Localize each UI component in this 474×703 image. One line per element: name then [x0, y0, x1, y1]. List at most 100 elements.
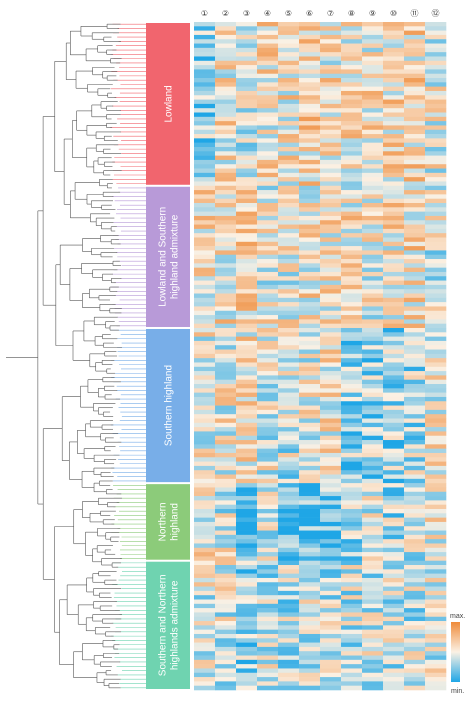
heatmap-cell — [194, 422, 216, 428]
heatmap-cell — [236, 52, 258, 57]
heatmap-cell — [278, 371, 300, 376]
heatmap-cell — [215, 315, 237, 320]
heatmap-cell — [341, 677, 363, 682]
heatmap-cell — [341, 280, 363, 286]
heatmap-cell — [299, 43, 321, 49]
heatmap-cell — [404, 159, 426, 165]
heatmap-cell — [425, 26, 447, 31]
heatmap-cell — [404, 681, 426, 686]
heatmap-cell — [236, 401, 258, 406]
heatmap-cell — [236, 431, 258, 437]
heatmap-cell — [215, 496, 237, 501]
heatmap-cell — [425, 590, 447, 596]
heatmap-cell — [215, 539, 237, 544]
heatmap-cell — [299, 103, 321, 109]
heatmap-cell — [236, 638, 258, 643]
heatmap-cell — [236, 142, 258, 148]
heatmap-cell — [425, 151, 447, 156]
heatmap-cell — [278, 621, 300, 626]
heatmap-cell — [278, 599, 300, 605]
heatmap-cell — [194, 60, 216, 66]
heatmap-cell — [425, 470, 447, 475]
heatmap-cell — [362, 39, 384, 44]
heatmap-cell — [320, 599, 342, 605]
heatmap-cell — [215, 306, 237, 312]
legend-min-label: min. — [451, 688, 464, 695]
heatmap-cell — [236, 302, 258, 307]
heatmap-cell — [257, 224, 279, 230]
heatmap-cell — [299, 491, 321, 497]
heatmap-cell — [404, 685, 426, 691]
heatmap-cell — [383, 60, 405, 66]
heatmap-cell — [194, 547, 216, 553]
heatmap-cell — [278, 125, 300, 131]
heatmap-cell — [236, 521, 258, 527]
heatmap-cell — [362, 155, 384, 161]
heatmap-cell — [320, 121, 342, 126]
heatmap-cell — [236, 69, 258, 75]
heatmap-cell — [299, 22, 321, 27]
heatmap-cell — [383, 259, 405, 264]
heatmap-cell — [362, 164, 384, 169]
heatmap-cell — [194, 500, 216, 505]
heatmap-cell — [404, 78, 426, 83]
heatmap-cell — [215, 569, 237, 574]
heatmap-cell — [404, 86, 426, 92]
heatmap — [194, 22, 447, 691]
heatmap-cell — [404, 146, 426, 152]
heatmap-cell — [362, 99, 384, 105]
heatmap-cell — [215, 302, 237, 307]
heatmap-cell — [278, 642, 300, 648]
heatmap-cell — [320, 565, 342, 570]
heatmap-cell — [383, 194, 405, 199]
heatmap-cell — [215, 323, 237, 329]
heatmap-cell — [383, 655, 405, 661]
heatmap-cell — [278, 168, 300, 174]
heatmap-cell — [215, 427, 237, 432]
heatmap-cell — [320, 129, 342, 135]
heatmap-cell — [236, 315, 258, 320]
heatmap-cell — [362, 603, 384, 609]
heatmap-cell — [383, 444, 405, 449]
heatmap-cell — [320, 487, 342, 493]
heatmap-cell — [383, 681, 405, 686]
heatmap-cell — [404, 664, 426, 669]
heatmap-cell — [299, 358, 321, 363]
heatmap-cell — [215, 233, 237, 238]
heatmap-cell — [278, 146, 300, 152]
heatmap-cell — [425, 388, 447, 393]
heatmap-cell — [257, 552, 279, 557]
group-bar — [146, 484, 190, 560]
heatmap-cell — [341, 297, 363, 303]
heatmap-cell — [299, 444, 321, 449]
heatmap-cell — [362, 228, 384, 234]
heatmap-cell — [278, 577, 300, 583]
heatmap-cell — [362, 547, 384, 553]
heatmap-cell — [299, 427, 321, 432]
heatmap-cell — [278, 513, 300, 518]
heatmap-cell — [215, 203, 237, 208]
heatmap-cell — [299, 177, 321, 182]
heatmap-cell — [215, 340, 237, 346]
heatmap-cell — [236, 138, 258, 143]
heatmap-cell — [299, 60, 321, 66]
heatmap-cell — [383, 375, 405, 381]
heatmap-cell — [404, 73, 426, 79]
heatmap-cell — [341, 444, 363, 449]
heatmap-cell — [278, 327, 300, 333]
heatmap-cell — [236, 177, 258, 182]
heatmap-cell — [320, 293, 342, 299]
heatmap-cell — [320, 172, 342, 178]
heatmap-cell — [215, 603, 237, 609]
heatmap-cell — [257, 577, 279, 583]
heatmap-cell — [362, 612, 384, 618]
heatmap-cell — [341, 452, 363, 458]
column-label: ⑦ — [327, 9, 334, 18]
heatmap-cell — [404, 491, 426, 497]
heatmap-cell — [257, 65, 279, 70]
heatmap-cell — [299, 646, 321, 652]
heatmap-cell — [299, 47, 321, 53]
heatmap-cell — [278, 375, 300, 381]
column-label: ④ — [264, 9, 271, 18]
heatmap-cell — [299, 34, 321, 40]
